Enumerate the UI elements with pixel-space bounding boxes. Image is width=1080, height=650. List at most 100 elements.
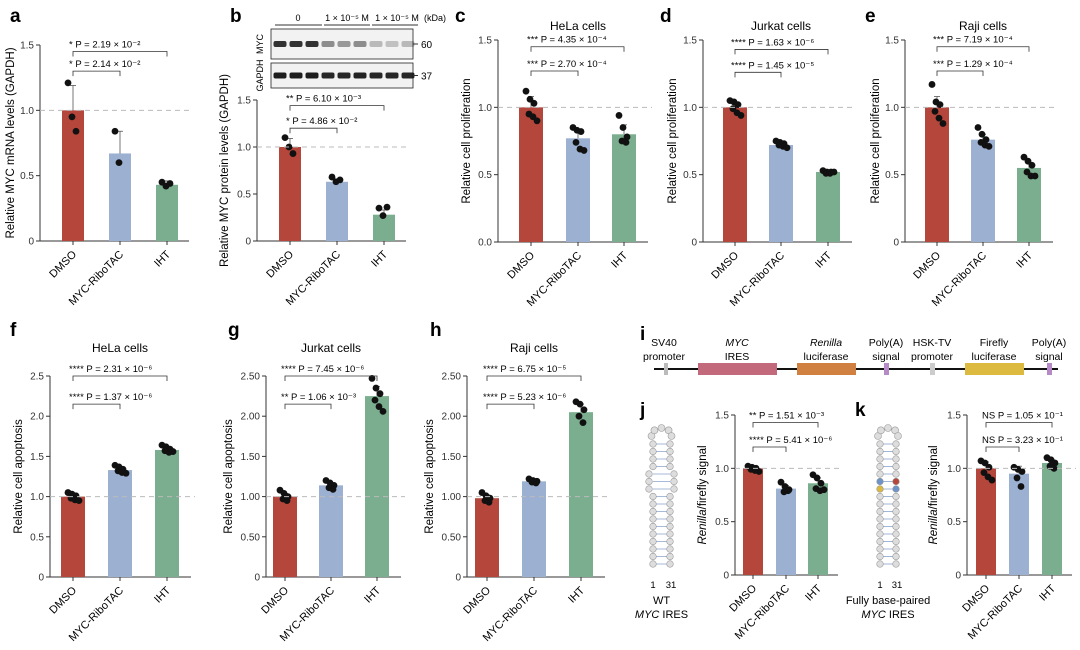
x-tick-label: DMSO: [264, 248, 296, 280]
data-point: [72, 127, 80, 135]
data-point: [579, 419, 587, 427]
bar-iht: [365, 396, 389, 577]
p-value-label: **** P = 5.23 × 10⁻⁶: [483, 392, 566, 403]
x-tick-label: IHT: [362, 584, 383, 605]
nucleotide: [876, 522, 884, 531]
bar-iht: [155, 449, 179, 577]
data-point: [784, 487, 792, 495]
nucleotide: [892, 515, 900, 523]
nucleotide: [884, 424, 892, 432]
nucleotide: [649, 552, 657, 561]
construct-label: Firefly: [980, 337, 1009, 349]
data-point: [985, 463, 993, 471]
significance-bracket: [734, 49, 829, 55]
blot-band: [401, 72, 415, 79]
y-tick-label: 1.5: [683, 36, 697, 47]
significance-bracket: [530, 70, 579, 76]
nucleotide: [892, 500, 900, 508]
nucleotide: [650, 426, 659, 435]
data-point: [615, 112, 623, 119]
nucleotide: [894, 432, 902, 440]
nucleotide: [666, 522, 674, 531]
significance-bracket: [752, 446, 787, 452]
nucleotide: [657, 424, 666, 432]
data-point: [368, 375, 376, 382]
lane-group-label: 0: [295, 13, 300, 23]
nucleotide: [670, 470, 678, 478]
nucleotide: [892, 447, 900, 456]
nucleotide: [892, 470, 900, 478]
data-point: [1017, 483, 1025, 490]
y-axis-label-text: Relative cell proliferation: [461, 78, 473, 203]
data-point: [383, 203, 391, 211]
data-point: [580, 406, 588, 414]
chart-title: Jurkat cells: [751, 19, 811, 33]
y-tick-label: 2.50: [241, 372, 261, 383]
data-point: [329, 485, 337, 493]
blot-band: [321, 72, 335, 79]
bar-myc-ribotac: [566, 138, 590, 242]
panel-letter-e: e: [865, 6, 876, 27]
nucleotide: [667, 432, 676, 440]
panel-letter-c: c: [455, 6, 466, 27]
nucleotide: [876, 462, 884, 471]
data-point: [623, 133, 631, 141]
data-point: [982, 136, 990, 144]
y-tick-label: 1.0: [715, 464, 729, 475]
nucleotide: [892, 477, 900, 486]
blot-band: [289, 41, 303, 47]
kda-unit-label: (kDa): [424, 13, 446, 23]
y-axis-label: Relative MYC mRNA levels (GAPDH): [5, 47, 17, 238]
construct-label: Renilla: [810, 337, 842, 349]
y-tick-label: 1.5: [947, 411, 961, 422]
y-tick-label: 0: [893, 238, 899, 249]
nucleotide: [666, 560, 674, 568]
significance-bracket: [752, 422, 819, 428]
bar-iht: [373, 214, 395, 241]
data-point: [372, 384, 380, 392]
nucleotide: [892, 507, 900, 516]
x-tick-label: IHT: [813, 249, 834, 270]
lane-group-label: 1 × 10⁻⁵ M: [375, 13, 419, 23]
data-point: [485, 498, 493, 506]
data-point: [1013, 474, 1021, 482]
construct-label: signal: [1035, 351, 1062, 363]
nucleotide: [666, 462, 674, 471]
significance-bracket: [289, 127, 338, 134]
p-value-label: * P = 2.19 × 10⁻²: [69, 40, 140, 51]
x-tick-label: IHT: [803, 582, 824, 603]
nucleotide: [666, 492, 674, 501]
significance-bracket: [284, 375, 378, 381]
data-point: [988, 476, 996, 484]
x-tick-label: IHT: [1037, 582, 1058, 603]
data-point: [375, 204, 383, 212]
bar-myc-ribotac: [109, 153, 131, 241]
nucleotide: [892, 522, 900, 531]
construct-element: [1047, 363, 1052, 375]
rna-caption: Fully base-paired: [846, 595, 930, 607]
nucleotide: [649, 515, 657, 523]
nucleotide: [876, 560, 884, 568]
x-tick-label: IHT: [369, 248, 390, 269]
significance-bracket: [72, 51, 168, 57]
chart-title: Raji cells: [959, 19, 1007, 33]
construct-element: [884, 363, 889, 375]
y-tick-label: 0.5: [30, 532, 44, 543]
data-point: [813, 474, 821, 482]
x-tick-label: DMSO: [505, 249, 537, 281]
y-tick-label: 1.5: [478, 36, 492, 47]
data-point: [572, 138, 580, 146]
y-axis-label-italic: Renilla: [928, 509, 940, 544]
y-tick-label: 0.0: [478, 238, 492, 249]
rna-end-label: 31: [666, 580, 677, 591]
panel-letter-a: a: [10, 6, 21, 27]
data-point: [755, 468, 763, 475]
data-point: [575, 412, 583, 420]
data-point: [532, 479, 540, 487]
significance-bracket: [985, 422, 1053, 428]
blot-band: [385, 41, 399, 47]
data-point: [379, 212, 387, 220]
data-point: [375, 403, 383, 410]
